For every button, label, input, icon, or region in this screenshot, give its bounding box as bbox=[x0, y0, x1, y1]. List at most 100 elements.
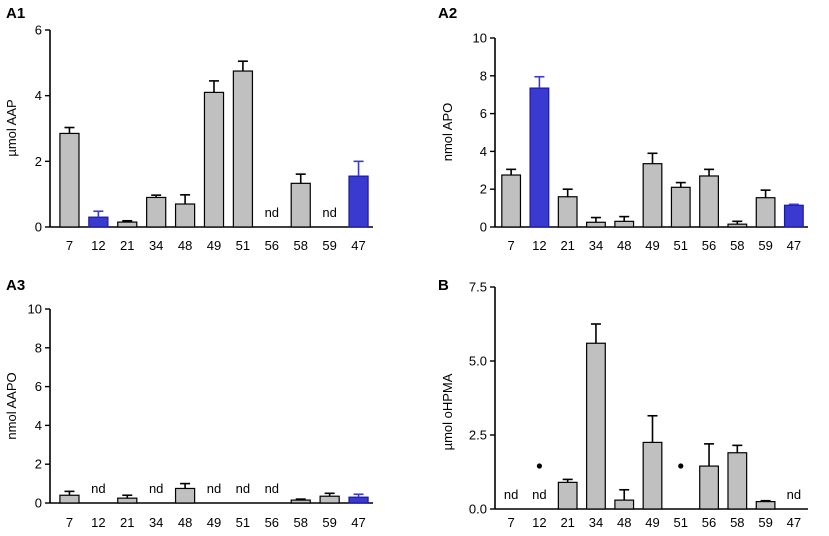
x-category-label: 51 bbox=[236, 515, 250, 530]
bar-7 bbox=[501, 174, 522, 228]
x-category-label: 34 bbox=[149, 515, 163, 530]
bar-47 bbox=[348, 496, 369, 504]
x-category-label: 47 bbox=[787, 515, 801, 530]
x-category-label: 49 bbox=[645, 238, 659, 253]
x-category-label: 59 bbox=[758, 238, 772, 253]
x-category-label: 48 bbox=[617, 515, 631, 530]
bar-48 bbox=[614, 220, 635, 228]
y-tick-label: 5.0 bbox=[469, 354, 487, 369]
chart-panel-a1: A1 µmol AAP 0 2 4 6 7 12 21 34 48 49 51 56 nd 58 59 nd 47 bbox=[4, 5, 373, 253]
x-category-label: 21 bbox=[560, 238, 574, 253]
y-axis-label: nmol APO bbox=[440, 103, 455, 162]
y-tick-label: 4 bbox=[35, 418, 42, 433]
bar-12 bbox=[88, 216, 109, 228]
bar-58 bbox=[727, 452, 748, 510]
y-tick-label: 8 bbox=[480, 68, 487, 83]
nd-annotation: nd bbox=[207, 481, 221, 496]
nd-annotation: nd bbox=[149, 481, 163, 496]
bar-21 bbox=[117, 497, 138, 504]
x-category-label: 59 bbox=[322, 515, 336, 530]
x-category-label: 51 bbox=[674, 515, 688, 530]
nd-annotation: nd bbox=[504, 487, 518, 502]
y-tick-label: 6 bbox=[35, 379, 42, 394]
y-tick-label: 10 bbox=[28, 302, 42, 317]
bar-34 bbox=[586, 221, 606, 228]
panel-label: B bbox=[438, 277, 449, 294]
nd-annotation: nd bbox=[265, 481, 279, 496]
x-category-label: 49 bbox=[207, 515, 221, 530]
bar-48 bbox=[614, 499, 635, 510]
x-category-label: 12 bbox=[91, 515, 105, 530]
bar-59 bbox=[319, 495, 340, 504]
x-category-label: 58 bbox=[730, 238, 744, 253]
bar-34 bbox=[586, 342, 606, 510]
y-tick-label: 0 bbox=[35, 496, 42, 511]
bar-58 bbox=[727, 223, 748, 228]
bar-49 bbox=[642, 441, 663, 510]
bar-49 bbox=[642, 163, 663, 228]
x-category-label: 58 bbox=[730, 515, 744, 530]
panel-label: A2 bbox=[438, 5, 457, 22]
bar-7 bbox=[59, 494, 80, 504]
x-category-label: 56 bbox=[265, 515, 279, 530]
x-category-label: 34 bbox=[589, 238, 603, 253]
nd-annotation: nd bbox=[787, 487, 801, 502]
bar-59 bbox=[755, 501, 776, 510]
y-axis-label: µmol oHPMA bbox=[440, 373, 455, 450]
bar-59 bbox=[755, 197, 776, 228]
bar-56 bbox=[699, 175, 719, 228]
y-tick-label: 8 bbox=[35, 340, 42, 355]
x-category-label: 12 bbox=[91, 238, 105, 253]
bar-48 bbox=[174, 203, 196, 228]
bar-21 bbox=[557, 481, 578, 510]
x-category-label: 7 bbox=[66, 515, 73, 530]
y-tick-label: 2 bbox=[35, 457, 42, 472]
y-tick-label: 6 bbox=[480, 106, 487, 121]
x-category-label: 51 bbox=[674, 238, 688, 253]
y-tick-label: 10 bbox=[473, 31, 487, 46]
y-axis-label: nmol AAPO bbox=[4, 372, 19, 439]
x-category-label: 34 bbox=[149, 238, 163, 253]
y-tick-label: 0.0 bbox=[469, 502, 487, 517]
y-axis-label: µmol AAP bbox=[4, 99, 19, 156]
y-tick-label: 2 bbox=[480, 182, 487, 197]
x-category-label: 7 bbox=[508, 238, 515, 253]
x-category-label: 34 bbox=[589, 515, 603, 530]
x-category-label: 48 bbox=[178, 238, 192, 253]
bar-58 bbox=[290, 182, 311, 228]
bar-7 bbox=[59, 132, 80, 228]
bar-58 bbox=[290, 499, 311, 504]
x-category-label: 47 bbox=[351, 515, 365, 530]
nd-annotation: nd bbox=[532, 487, 546, 502]
x-category-label: 56 bbox=[702, 515, 716, 530]
x-category-label: 7 bbox=[66, 238, 73, 253]
bar-47 bbox=[348, 175, 369, 228]
x-category-label: 59 bbox=[322, 238, 336, 253]
y-tick-label: 4 bbox=[480, 144, 487, 159]
bar-21 bbox=[117, 221, 138, 228]
x-category-label: 12 bbox=[532, 238, 546, 253]
dot-marker bbox=[536, 463, 543, 469]
panel-label: A3 bbox=[6, 277, 25, 294]
chart-panel-a3: A3 nmol AAPO 0 2 4 6 8 10 7 12 nd 21 34 nd 48 49 nd 51 nd 5… bbox=[4, 277, 373, 530]
x-category-label: 56 bbox=[702, 238, 716, 253]
y-tick-label: 2.5 bbox=[469, 428, 487, 443]
y-tick-label: 0 bbox=[35, 220, 42, 235]
x-category-label: 58 bbox=[293, 238, 307, 253]
x-category-label: 49 bbox=[207, 238, 221, 253]
x-category-label: 56 bbox=[265, 238, 279, 253]
x-category-label: 12 bbox=[532, 515, 546, 530]
bar-49 bbox=[203, 91, 225, 228]
x-category-label: 48 bbox=[178, 515, 192, 530]
bar-21 bbox=[557, 196, 578, 228]
nd-annotation: nd bbox=[236, 481, 250, 496]
bar-47 bbox=[783, 204, 804, 228]
panel-label: A1 bbox=[6, 5, 25, 22]
nd-annotation: nd bbox=[265, 205, 279, 220]
chart-panel-a2: A2 nmol APO 0 2 4 6 8 10 7 12 21 34 48 49 51 56 58 59 47 bbox=[438, 5, 808, 253]
bar-12 bbox=[529, 87, 550, 228]
bar-48 bbox=[174, 487, 196, 504]
nd-annotation: nd bbox=[91, 481, 105, 496]
